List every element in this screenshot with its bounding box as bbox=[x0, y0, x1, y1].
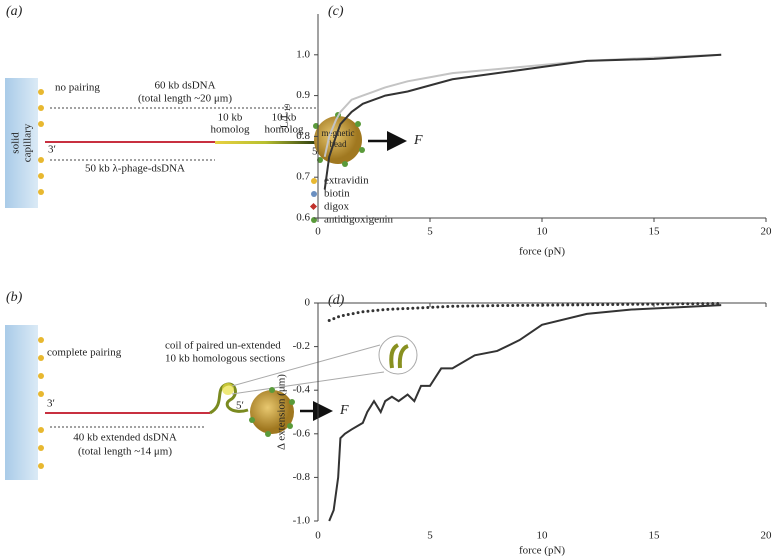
homolog bbox=[215, 141, 315, 144]
extravidin-dots bbox=[38, 89, 44, 195]
legend-label: digox bbox=[324, 201, 350, 213]
capillary-label: capillary bbox=[22, 123, 34, 162]
x-tick-label: 5 bbox=[427, 530, 433, 542]
panel-a: (a) solid capillary no pairing 60 kb dsD… bbox=[5, 4, 423, 226]
end-label: 5′ bbox=[312, 146, 320, 158]
legend-label: extravidin bbox=[324, 175, 369, 187]
coil bbox=[209, 382, 249, 415]
y-tick-label: -0.8 bbox=[293, 471, 311, 483]
annotation: coil of paired un-extended bbox=[165, 340, 281, 352]
annotation: 60 kb dsDNA bbox=[154, 80, 215, 92]
y-axis-label: L/L19 bbox=[279, 104, 292, 129]
zoom-line bbox=[231, 344, 381, 387]
annotation: (total length ~14 μm) bbox=[78, 446, 172, 458]
series-line bbox=[323, 53, 722, 190]
annotation: no pairing bbox=[55, 82, 100, 94]
y-axis-label: Δ extension (μm) bbox=[276, 374, 288, 450]
y-tick-label: 0.7 bbox=[296, 171, 310, 183]
end-label: 3′ bbox=[48, 144, 56, 156]
x-tick-label: 15 bbox=[649, 226, 661, 238]
y-tick-label: -0.6 bbox=[293, 427, 311, 439]
capillary bbox=[5, 325, 38, 480]
x-tick-label: 15 bbox=[649, 530, 661, 542]
x-tick-label: 5 bbox=[427, 226, 433, 238]
series-line bbox=[327, 301, 723, 322]
capillary bbox=[5, 78, 38, 208]
x-tick-label: 20 bbox=[761, 530, 773, 542]
annotation: complete pairing bbox=[47, 347, 122, 359]
legend-label: biotin bbox=[324, 188, 350, 200]
panel-label: (a) bbox=[6, 4, 23, 19]
series-line bbox=[323, 53, 722, 158]
y-tick-label: 0.9 bbox=[296, 89, 310, 101]
panel-b: (b) complete pairing coil of paired un-e… bbox=[5, 290, 418, 480]
annotation: homolog bbox=[210, 124, 250, 136]
x-axis-label: force (pN) bbox=[519, 246, 565, 258]
antidig-dots bbox=[313, 112, 365, 167]
annotation: homolog bbox=[264, 124, 304, 136]
antidig-dots bbox=[249, 387, 295, 437]
annotation: 10 kb homologous sections bbox=[165, 353, 285, 365]
y-tick-label: 0.8 bbox=[296, 130, 310, 142]
force-label: F bbox=[339, 403, 349, 418]
chart-title: (d) bbox=[328, 293, 345, 308]
zoom bbox=[378, 335, 418, 375]
legend-label: antidigoxigenin bbox=[324, 214, 394, 226]
legend-swatch bbox=[309, 202, 318, 211]
annotation: 10 kb bbox=[272, 112, 297, 124]
bead bbox=[250, 390, 294, 434]
zoom-strands bbox=[389, 343, 409, 369]
annotation: 10 kb bbox=[218, 112, 243, 124]
x-tick-label: 20 bbox=[761, 226, 773, 238]
chart-title: (c) bbox=[328, 4, 344, 19]
x-tick-label: 0 bbox=[315, 530, 321, 542]
end-label: 5′ bbox=[236, 400, 244, 412]
capillary-label: solid bbox=[10, 132, 22, 154]
x-tick-label: 0 bbox=[315, 226, 321, 238]
coil bbox=[222, 383, 234, 395]
legend-swatch bbox=[311, 178, 317, 184]
legend-swatch bbox=[311, 191, 317, 197]
bead-label: bead bbox=[330, 139, 347, 149]
zoom-line bbox=[231, 371, 385, 395]
annotation: 50 kb λ-phage-dsDNA bbox=[85, 163, 185, 175]
y-tick-label: 0 bbox=[305, 297, 311, 309]
end-label: 3′ bbox=[47, 398, 55, 410]
charts: (c) 0.6 0.7 0.8 0.9 1.0 0 5 10 15 20 force (pN) L/L1… bbox=[276, 4, 772, 556]
x-tick-label: 10 bbox=[537, 226, 549, 238]
force-label: F bbox=[413, 133, 423, 148]
x-axis-label: force (pN) bbox=[519, 545, 565, 557]
y-tick-label: 1.0 bbox=[296, 48, 310, 60]
x-tick-label: 10 bbox=[537, 530, 549, 542]
y-axis-label-subscript: 19 bbox=[283, 104, 292, 112]
extravidin-dots bbox=[38, 337, 44, 469]
y-tick-label: -1.0 bbox=[293, 515, 311, 527]
annotation: 40 kb extended dsDNA bbox=[73, 432, 177, 444]
annotation: (total length ~20 μm) bbox=[138, 93, 232, 105]
y-tick-label: -0.4 bbox=[293, 384, 311, 396]
series-line bbox=[328, 304, 722, 522]
y-tick-label: -0.2 bbox=[293, 340, 310, 352]
y-tick-label: 0.6 bbox=[296, 212, 310, 224]
panel-label: (b) bbox=[6, 290, 23, 305]
